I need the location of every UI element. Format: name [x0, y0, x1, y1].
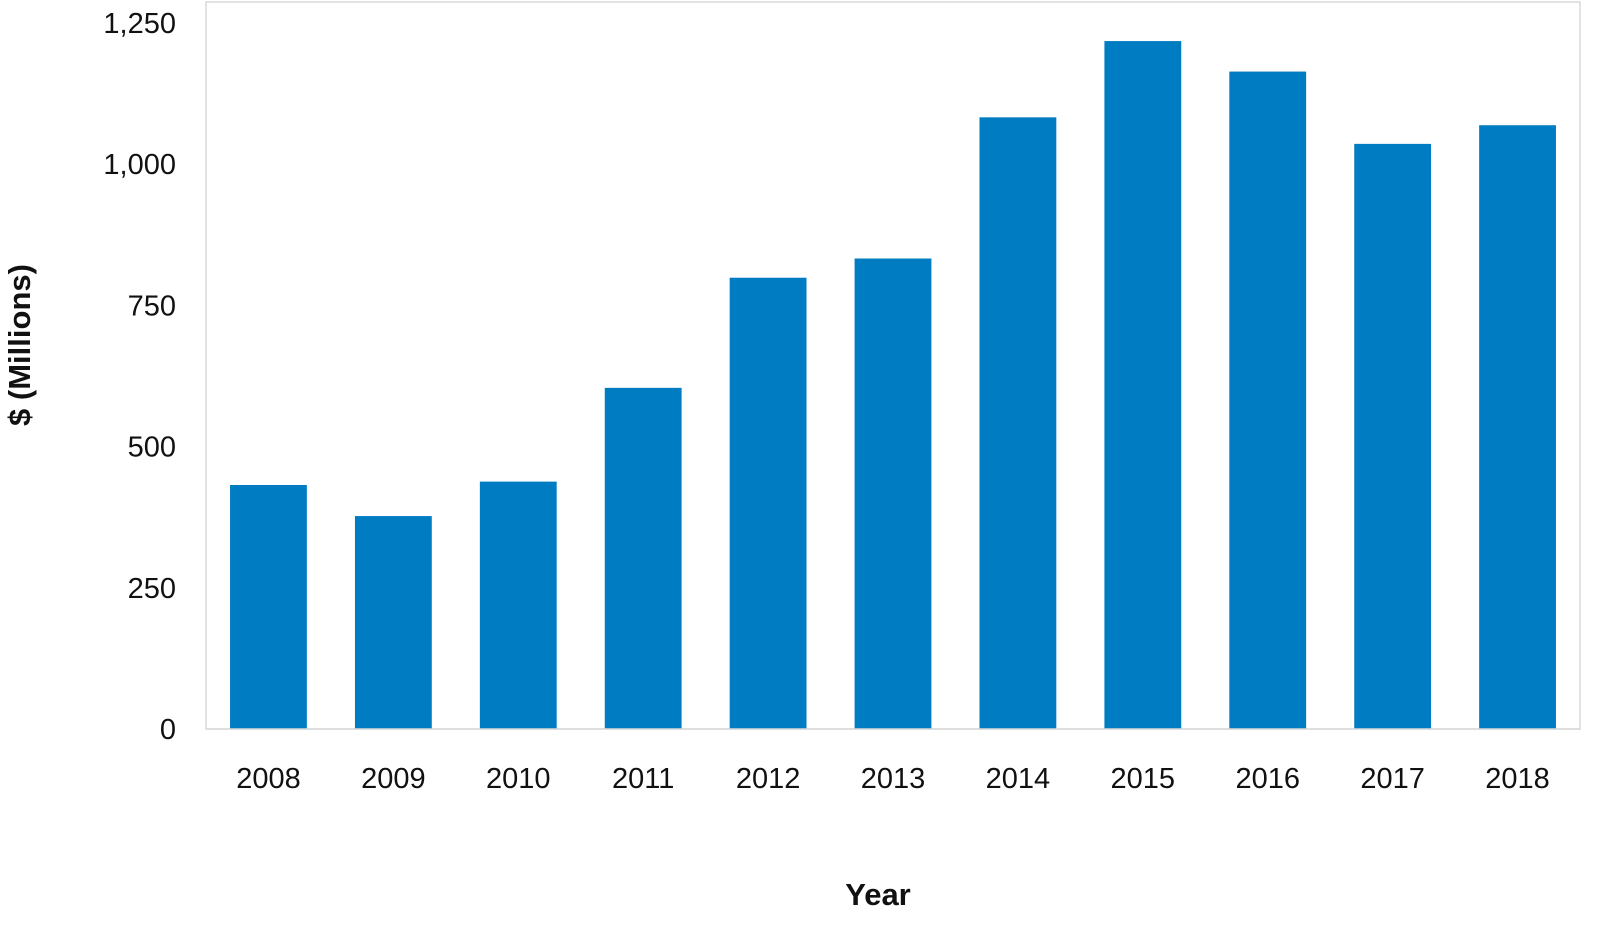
bar	[1479, 125, 1556, 729]
x-tick-label: 2018	[1485, 763, 1550, 795]
x-tick-label: 2008	[236, 763, 301, 795]
y-tick-label: 0	[160, 714, 176, 746]
bar	[854, 258, 932, 729]
y-tick-label: 1,000	[103, 149, 176, 181]
y-tick-label: 750	[128, 290, 176, 322]
x-tick-label: 2015	[1111, 763, 1176, 795]
x-tick-label: 2014	[986, 763, 1051, 795]
y-axis-ticks: 0 250 500 750 1,000 1,250	[103, 8, 176, 746]
bar	[230, 485, 307, 729]
bar	[979, 117, 1057, 730]
y-tick-label: 250	[128, 573, 176, 605]
bar	[1229, 71, 1307, 729]
x-tick-label: 2010	[486, 763, 551, 795]
bar	[729, 277, 807, 729]
bar	[479, 481, 557, 729]
bars	[230, 41, 1556, 730]
bar	[604, 387, 682, 729]
y-axis-title: $ (Millions)	[2, 264, 37, 426]
y-tick-label: 1,250	[103, 8, 176, 40]
x-tick-label: 2013	[861, 763, 926, 795]
x-axis-ticks: 2008 2009 2010 2011 2012 2013 2014 2015 2016 2017…	[236, 763, 1550, 795]
x-tick-label: 2009	[361, 763, 426, 795]
x-tick-label: 2016	[1235, 763, 1300, 795]
x-tick-label: 2011	[612, 763, 674, 795]
bar	[1354, 143, 1432, 730]
x-axis-title: Year	[845, 877, 911, 912]
bar	[1104, 41, 1182, 729]
bar	[354, 516, 432, 729]
x-tick-label: 2012	[736, 763, 801, 795]
y-tick-label: 500	[128, 432, 176, 464]
x-tick-label: 2017	[1360, 763, 1425, 795]
